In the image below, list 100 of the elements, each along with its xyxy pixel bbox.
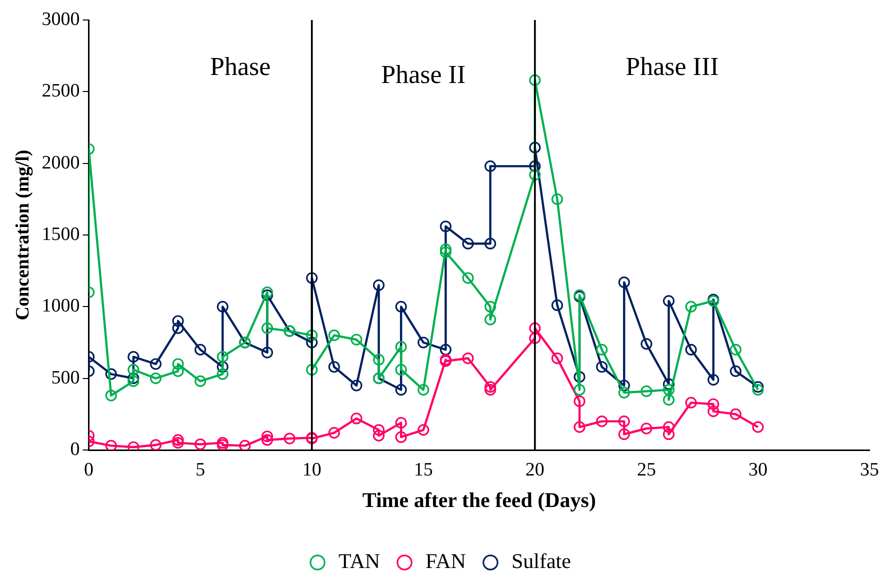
point bbox=[529, 142, 541, 154]
point bbox=[708, 398, 720, 410]
point bbox=[194, 438, 206, 450]
point bbox=[708, 406, 720, 418]
point bbox=[395, 341, 407, 353]
point bbox=[484, 314, 496, 326]
point bbox=[529, 322, 541, 334]
point bbox=[551, 193, 564, 205]
point bbox=[372, 424, 385, 436]
point bbox=[216, 351, 228, 363]
point bbox=[551, 352, 564, 364]
point bbox=[128, 375, 140, 387]
point bbox=[418, 336, 430, 348]
point bbox=[574, 421, 586, 433]
point bbox=[150, 358, 162, 370]
point bbox=[328, 330, 340, 342]
point bbox=[395, 300, 407, 312]
point bbox=[172, 437, 184, 449]
point bbox=[372, 354, 385, 366]
point bbox=[596, 361, 608, 373]
point bbox=[440, 220, 452, 232]
annotation: Phase bbox=[210, 52, 271, 81]
point bbox=[529, 169, 541, 181]
point bbox=[596, 416, 608, 428]
x-tick-label: 15 bbox=[414, 459, 433, 480]
point bbox=[105, 440, 117, 450]
point bbox=[372, 279, 385, 291]
point bbox=[484, 300, 496, 312]
y-axis-title: Concentration (mg/l) bbox=[12, 150, 34, 320]
x-tick-label: 5 bbox=[196, 459, 206, 480]
x-tick-label: 30 bbox=[748, 459, 768, 480]
point bbox=[284, 432, 296, 444]
point bbox=[662, 295, 675, 307]
point bbox=[306, 330, 318, 342]
point bbox=[194, 344, 206, 356]
point bbox=[685, 344, 697, 356]
point bbox=[708, 374, 720, 386]
x-tick-label: 25 bbox=[636, 459, 656, 480]
point bbox=[662, 421, 675, 433]
point bbox=[440, 344, 452, 356]
point bbox=[372, 430, 385, 442]
point bbox=[440, 244, 452, 256]
x-tick-label: 0 bbox=[84, 459, 94, 480]
point bbox=[261, 434, 274, 446]
point bbox=[128, 364, 140, 376]
point bbox=[640, 338, 652, 350]
point bbox=[484, 384, 496, 396]
point bbox=[172, 434, 184, 446]
x-tick-label: 35 bbox=[860, 459, 879, 480]
point bbox=[172, 322, 184, 334]
point bbox=[172, 358, 184, 370]
point bbox=[529, 160, 541, 172]
point bbox=[418, 384, 430, 396]
point bbox=[150, 439, 162, 450]
x-axis-title: Time after the feed (Days) bbox=[362, 488, 596, 512]
point bbox=[752, 381, 764, 393]
annotation: Phase III bbox=[626, 52, 719, 81]
y-tick-label: 2000 bbox=[42, 152, 80, 174]
point bbox=[172, 315, 184, 327]
point bbox=[194, 375, 206, 387]
point bbox=[752, 421, 764, 433]
point bbox=[662, 378, 675, 390]
point bbox=[239, 440, 251, 450]
point bbox=[618, 276, 630, 288]
point bbox=[306, 364, 318, 376]
point bbox=[150, 372, 162, 384]
annotation: Phase II bbox=[381, 60, 466, 89]
point bbox=[261, 346, 274, 358]
point bbox=[618, 416, 630, 428]
point bbox=[618, 428, 630, 440]
point bbox=[216, 361, 228, 373]
point bbox=[306, 272, 318, 284]
point bbox=[640, 422, 652, 434]
point bbox=[618, 380, 630, 392]
legend-label: TAN bbox=[338, 549, 380, 574]
point bbox=[685, 396, 697, 408]
point bbox=[328, 361, 340, 373]
point bbox=[462, 238, 474, 250]
point bbox=[484, 238, 496, 250]
y-tick-label: 2500 bbox=[42, 80, 80, 102]
point bbox=[128, 351, 140, 363]
point bbox=[440, 246, 452, 258]
x-tick-label: 20 bbox=[525, 459, 544, 480]
point bbox=[395, 416, 407, 429]
point bbox=[328, 427, 340, 439]
y-tick-label: 0 bbox=[70, 438, 80, 460]
point bbox=[596, 344, 608, 356]
point bbox=[350, 334, 362, 346]
point bbox=[350, 412, 362, 424]
point bbox=[261, 286, 274, 298]
y-tick-label: 1500 bbox=[42, 224, 80, 245]
point bbox=[685, 300, 697, 312]
point bbox=[395, 364, 407, 376]
point bbox=[484, 160, 496, 172]
point bbox=[306, 336, 318, 348]
point bbox=[128, 372, 140, 384]
point bbox=[261, 430, 274, 442]
point bbox=[462, 272, 474, 284]
point bbox=[105, 368, 117, 380]
point bbox=[261, 322, 274, 334]
